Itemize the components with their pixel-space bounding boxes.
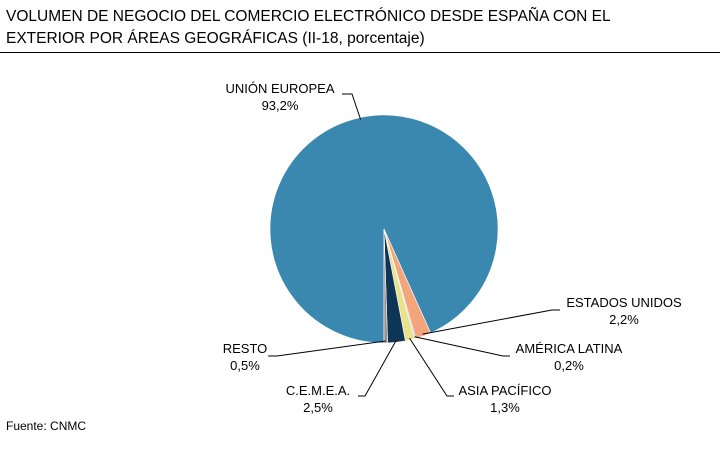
slice-name-label-3: AMÉRICA LATINA: [516, 341, 623, 356]
leader-line-4: [409, 337, 454, 397]
leader-line-5: [358, 340, 397, 397]
pie-slices: [269, 114, 499, 344]
chart-title-line-2: EXTERIOR POR ÁREAS GEOGRÁFICAS (II-18, p…: [6, 30, 425, 47]
slice-name-label-4: ASIA PACÍFICO: [459, 383, 552, 398]
slice-labels: UNIÓN EUROPEA 93,2% ESTADOS UNIDOS 2,2% AMÉR…: [223, 81, 682, 415]
leader-lines: [268, 93, 560, 397]
slice-name-label-1: UNIÓN EUROPEA: [225, 81, 334, 96]
chart-title-line-1: VOLUMEN DE NEGOCIO DEL COMERCIO ELECTRÓN…: [6, 8, 611, 25]
slice-value-label-4: 1,3%: [490, 400, 520, 415]
pie-slice-6: [383, 228, 388, 344]
slice-value-label-2: 2,2%: [609, 312, 639, 327]
slice-value-label-3: 0,2%: [554, 358, 584, 373]
slice-value-label-6: 0,5%: [230, 358, 260, 373]
slice-name-label-2: ESTADOS UNIDOS: [566, 295, 682, 310]
leader-line-1: [342, 93, 362, 120]
leader-line-6: [268, 340, 386, 357]
slice-value-label-1: 93,2%: [262, 98, 299, 113]
source-note: Fuente: CNMC: [6, 419, 87, 433]
slice-value-label-5: 2,5%: [303, 400, 333, 415]
title-divider: [0, 52, 720, 53]
leader-line-2: [422, 309, 560, 335]
slice-name-label-5: C.E.M.E.A.: [286, 383, 350, 398]
slice-name-label-6: RESTO: [223, 341, 268, 356]
chart-title: VOLUMEN DE NEGOCIO DEL COMERCIO ELECTRÓN…: [6, 6, 706, 50]
leader-line-3: [414, 336, 510, 357]
